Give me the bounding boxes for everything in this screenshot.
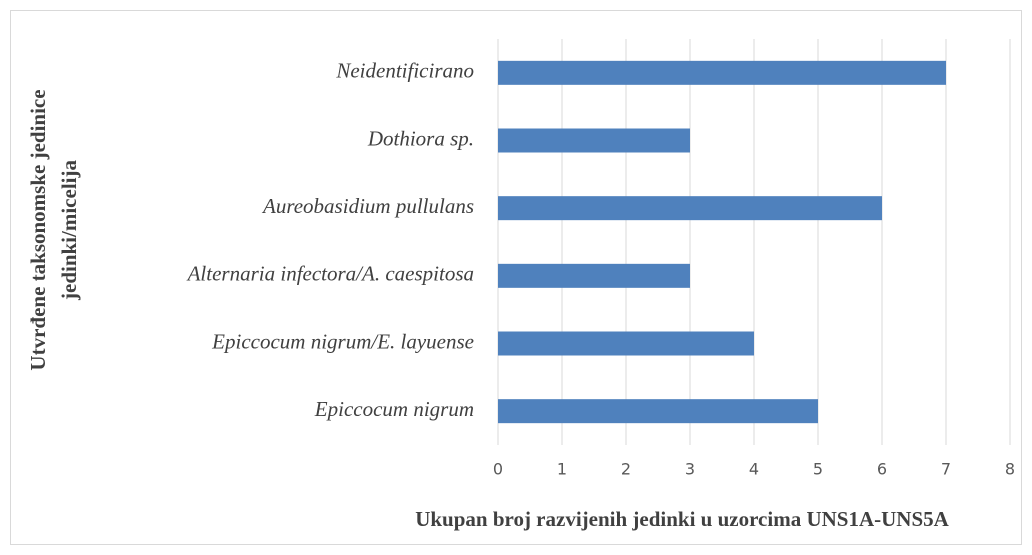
bar [498,263,690,288]
x-tick-label: 4 [749,460,759,479]
bar [498,128,690,153]
x-tick-label: 2 [621,460,631,479]
bar [498,196,882,221]
y-axis-title-line: jedinki/micelija [57,160,81,301]
y-tick-label: Epiccocum nigrum/E. layuense [211,329,474,353]
x-tick-label: 3 [685,460,695,479]
x-tick-label: 1 [557,460,567,479]
x-tick-label: 6 [877,460,887,479]
y-axis-title: Utvrđene taksonomske jedinice jedinki/mi… [26,89,81,370]
x-tick-label: 8 [1005,460,1015,479]
y-axis-title-line: Utvrđene taksonomske jedinice [26,89,50,370]
y-tick-label: Dothiora sp. [367,126,474,150]
x-axis-title: Ukupan broj razvijenih jedinki u uzorcim… [415,507,949,531]
y-tick-label: Alternaria infectora/A. caespitosa [186,262,474,286]
y-tick-label: Epiccocum nigrum [314,397,474,421]
x-tick-label: 5 [813,460,823,479]
bar [498,60,946,85]
y-tick-label: Aureobasidium pullulans [261,194,474,218]
bar [498,331,754,356]
x-tick-label: 0 [493,460,503,479]
y-tick-label: Neidentificirano [335,59,474,83]
x-tick-label: 7 [941,460,951,479]
bar [498,399,818,424]
